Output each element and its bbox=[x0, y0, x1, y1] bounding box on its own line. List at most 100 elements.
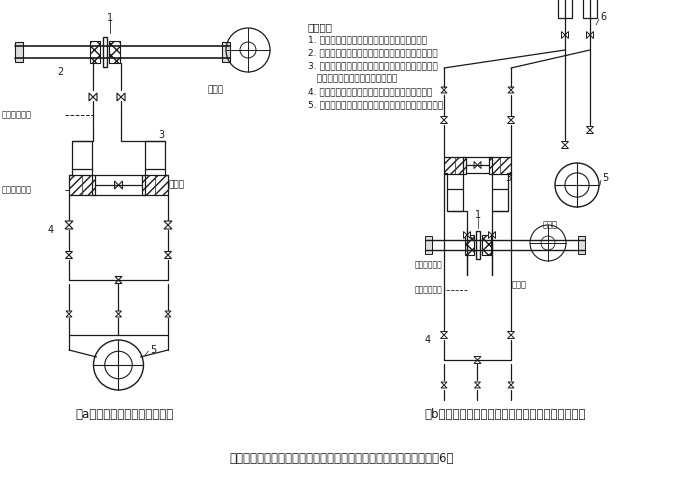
Polygon shape bbox=[89, 93, 93, 101]
Bar bbox=[500, 156, 511, 174]
Bar bbox=[425, 236, 432, 254]
Bar bbox=[489, 156, 511, 174]
Polygon shape bbox=[115, 277, 122, 280]
Polygon shape bbox=[164, 251, 171, 255]
Bar bbox=[444, 156, 466, 174]
Bar bbox=[482, 235, 491, 255]
Polygon shape bbox=[117, 93, 121, 101]
Polygon shape bbox=[565, 31, 569, 38]
Text: 4. 隔离液终结液面是重新充灌隔离液体时的液面。: 4. 隔离液终结液面是重新充灌隔离液体时的液面。 bbox=[308, 87, 432, 96]
Bar bbox=[145, 141, 165, 169]
Polygon shape bbox=[116, 314, 121, 317]
Text: 1. 差压计装在节流装置下方，沉降器是可选项。: 1. 差压计装在节流装置下方，沉降器是可选项。 bbox=[308, 35, 427, 44]
Bar bbox=[222, 42, 230, 62]
Polygon shape bbox=[586, 126, 593, 130]
Polygon shape bbox=[441, 90, 447, 93]
Polygon shape bbox=[115, 280, 122, 283]
Bar bbox=[455, 156, 466, 174]
Bar bbox=[465, 235, 474, 255]
Text: 3: 3 bbox=[505, 173, 511, 183]
Text: 3. 隔离液体的起始液面是充灌液体必须达到的液面，: 3. 隔离液体的起始液面是充灌液体必须达到的液面， bbox=[308, 61, 438, 70]
Bar bbox=[15, 42, 23, 62]
Polygon shape bbox=[474, 161, 477, 168]
Polygon shape bbox=[467, 232, 471, 239]
Polygon shape bbox=[508, 90, 514, 93]
Polygon shape bbox=[65, 225, 73, 229]
Text: 6: 6 bbox=[600, 12, 606, 22]
Polygon shape bbox=[474, 360, 481, 364]
Text: 5: 5 bbox=[602, 173, 608, 183]
Text: 4: 4 bbox=[48, 225, 54, 235]
Bar bbox=[444, 156, 455, 174]
Text: 2: 2 bbox=[57, 67, 63, 77]
Bar bbox=[465, 235, 474, 255]
Polygon shape bbox=[586, 130, 593, 133]
Bar bbox=[110, 41, 120, 63]
Bar bbox=[110, 41, 120, 63]
Text: 隔离液起始面: 隔离液起始面 bbox=[415, 260, 443, 270]
Polygon shape bbox=[93, 93, 97, 101]
Polygon shape bbox=[586, 31, 590, 38]
Polygon shape bbox=[165, 311, 171, 314]
Text: 测量腐蚀液体流量的安装示意图（隔离液密度大于被测液密度）（图6）: 测量腐蚀液体流量的安装示意图（隔离液密度大于被测液密度）（图6） bbox=[229, 452, 454, 464]
Text: 隔离液终结面: 隔离液终结面 bbox=[415, 285, 443, 295]
Text: 隔离液终结面: 隔离液终结面 bbox=[2, 185, 32, 194]
Text: 被测液: 被测液 bbox=[208, 86, 224, 94]
Polygon shape bbox=[562, 142, 569, 145]
Bar bbox=[558, 0, 572, 18]
Polygon shape bbox=[164, 221, 172, 225]
Text: 技术要求: 技术要求 bbox=[308, 22, 333, 32]
Bar bbox=[482, 235, 491, 255]
Bar bbox=[583, 0, 597, 18]
Polygon shape bbox=[116, 311, 121, 314]
Polygon shape bbox=[488, 232, 492, 239]
Bar bbox=[90, 41, 101, 63]
Text: 5: 5 bbox=[151, 345, 157, 355]
Text: 隔离液: 隔离液 bbox=[169, 181, 185, 189]
Polygon shape bbox=[66, 255, 73, 258]
Bar bbox=[155, 175, 168, 195]
Polygon shape bbox=[441, 87, 447, 90]
Bar bbox=[492, 189, 508, 211]
Polygon shape bbox=[119, 181, 123, 189]
Polygon shape bbox=[508, 117, 514, 120]
Polygon shape bbox=[164, 225, 172, 229]
Bar bbox=[72, 141, 92, 169]
Text: 1: 1 bbox=[107, 13, 113, 23]
Polygon shape bbox=[440, 335, 447, 338]
Bar bbox=[476, 231, 480, 259]
Bar bbox=[447, 189, 463, 211]
Polygon shape bbox=[66, 311, 72, 314]
Polygon shape bbox=[440, 332, 447, 335]
Polygon shape bbox=[508, 120, 514, 123]
Text: 以便保证隔离液有足够的储备量。: 以便保证隔离液有足够的储备量。 bbox=[308, 74, 397, 83]
Text: 隔离液: 隔离液 bbox=[512, 280, 527, 289]
Polygon shape bbox=[440, 117, 447, 120]
Text: 隔离液起始面: 隔离液起始面 bbox=[2, 111, 32, 120]
Polygon shape bbox=[66, 251, 73, 255]
Bar bbox=[578, 236, 585, 254]
Polygon shape bbox=[562, 31, 565, 38]
Text: 1: 1 bbox=[475, 210, 481, 220]
Text: 5. 如果被测液体可能析出沉淀物时，建议安装沉降器。: 5. 如果被测液体可能析出沉淀物时，建议安装沉降器。 bbox=[308, 100, 443, 109]
Polygon shape bbox=[114, 181, 119, 189]
Polygon shape bbox=[508, 87, 514, 90]
Polygon shape bbox=[441, 385, 447, 388]
Bar bbox=[82, 175, 95, 195]
Text: 4: 4 bbox=[425, 335, 431, 345]
Polygon shape bbox=[65, 221, 73, 225]
Bar bbox=[142, 175, 155, 195]
Polygon shape bbox=[121, 93, 125, 101]
Bar bbox=[142, 175, 168, 195]
Polygon shape bbox=[66, 314, 72, 317]
Bar bbox=[103, 37, 107, 67]
Polygon shape bbox=[477, 161, 481, 168]
Text: 2. 向隔离器中充灌液体时，应先灌密度较大的液体。: 2. 向隔离器中充灌液体时，应先灌密度较大的液体。 bbox=[308, 48, 438, 57]
Polygon shape bbox=[464, 232, 467, 239]
Polygon shape bbox=[508, 335, 514, 338]
Bar bbox=[69, 175, 82, 195]
Polygon shape bbox=[508, 385, 514, 388]
Polygon shape bbox=[562, 145, 569, 149]
Bar bbox=[69, 175, 95, 195]
Bar bbox=[489, 156, 500, 174]
